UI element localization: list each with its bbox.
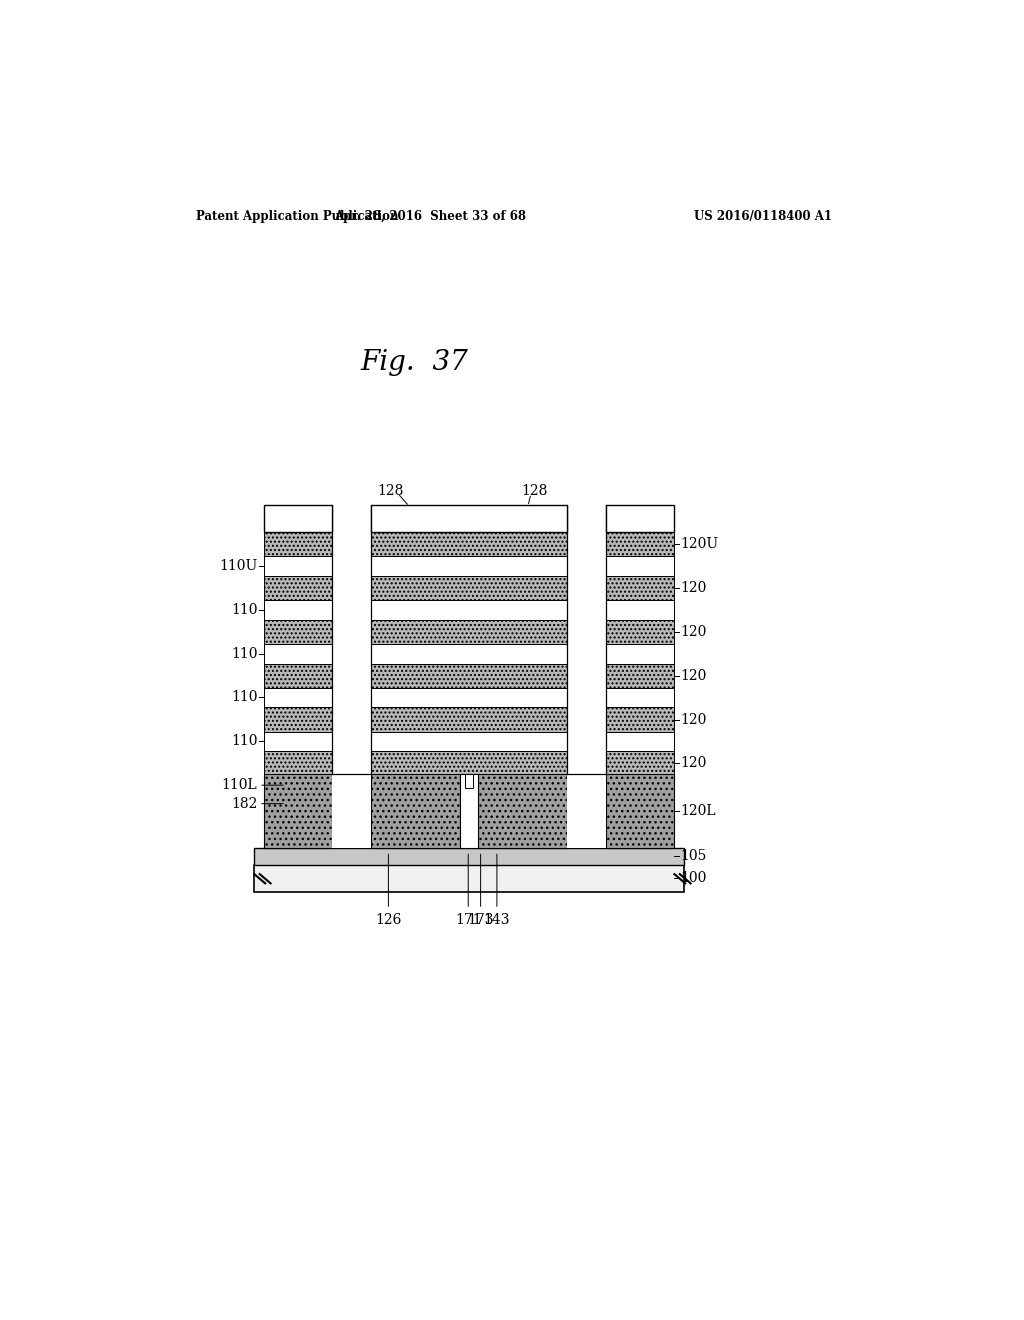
Text: 120: 120 [681, 624, 707, 639]
Text: 128: 128 [521, 484, 547, 498]
Bar [371, 751, 567, 775]
Text: 110: 110 [231, 603, 257, 616]
Bar [263, 708, 332, 733]
Bar [371, 601, 567, 619]
Text: 120: 120 [681, 581, 707, 595]
Bar [371, 576, 567, 601]
Text: 110: 110 [231, 690, 257, 705]
Text: 120: 120 [681, 669, 707, 682]
Text: 120: 120 [681, 713, 707, 727]
Bar [254, 847, 684, 866]
Text: 120L: 120L [681, 804, 716, 817]
Text: 128: 128 [378, 484, 403, 498]
Bar [263, 664, 332, 688]
Text: Apr. 28, 2016  Sheet 33 of 68: Apr. 28, 2016 Sheet 33 of 68 [334, 210, 526, 223]
Text: 182: 182 [231, 797, 257, 810]
Bar [263, 557, 332, 576]
Bar [606, 576, 675, 601]
Text: 171: 171 [455, 913, 481, 927]
Bar [371, 688, 567, 708]
Bar [371, 664, 567, 688]
Text: 143: 143 [483, 913, 510, 927]
Bar [263, 751, 332, 775]
Bar [606, 619, 675, 644]
Bar [606, 733, 675, 751]
Text: 126: 126 [375, 913, 401, 927]
Bar [263, 601, 332, 619]
Text: Patent Application Publication: Patent Application Publication [197, 210, 398, 223]
Bar [606, 601, 675, 619]
Bar [263, 733, 332, 751]
Bar [606, 532, 675, 557]
Bar [606, 708, 675, 733]
Bar [263, 619, 332, 644]
Bar [263, 506, 332, 532]
Text: 105: 105 [681, 849, 707, 863]
Bar [263, 644, 332, 664]
Text: 173: 173 [467, 913, 494, 927]
Bar [465, 775, 473, 788]
Bar [332, 506, 371, 847]
Bar [263, 775, 332, 847]
Bar [606, 664, 675, 688]
Bar [371, 619, 567, 644]
Bar [371, 775, 461, 847]
Text: 110U: 110U [219, 558, 257, 573]
Text: 100: 100 [681, 871, 707, 886]
Bar [263, 688, 332, 708]
Bar [371, 532, 567, 557]
Text: Fig.  37: Fig. 37 [360, 348, 469, 376]
Text: US 2016/0118400 A1: US 2016/0118400 A1 [693, 210, 831, 223]
Bar [254, 866, 684, 892]
Text: 110: 110 [231, 647, 257, 660]
Bar [371, 644, 567, 664]
Bar [371, 733, 567, 751]
Bar [606, 557, 675, 576]
Text: 120: 120 [681, 756, 707, 770]
Bar [371, 506, 567, 532]
Bar [477, 775, 567, 847]
Text: 110: 110 [231, 734, 257, 748]
Bar [263, 576, 332, 601]
Bar [461, 775, 477, 847]
Text: 110L: 110L [221, 779, 257, 792]
Bar [371, 708, 567, 733]
Bar [263, 532, 332, 557]
Bar [606, 751, 675, 775]
Bar [606, 506, 675, 532]
Bar [606, 644, 675, 664]
Bar [606, 688, 675, 708]
Bar [567, 506, 606, 847]
Text: 120U: 120U [681, 537, 719, 552]
Bar [371, 557, 567, 576]
Bar [606, 775, 675, 847]
